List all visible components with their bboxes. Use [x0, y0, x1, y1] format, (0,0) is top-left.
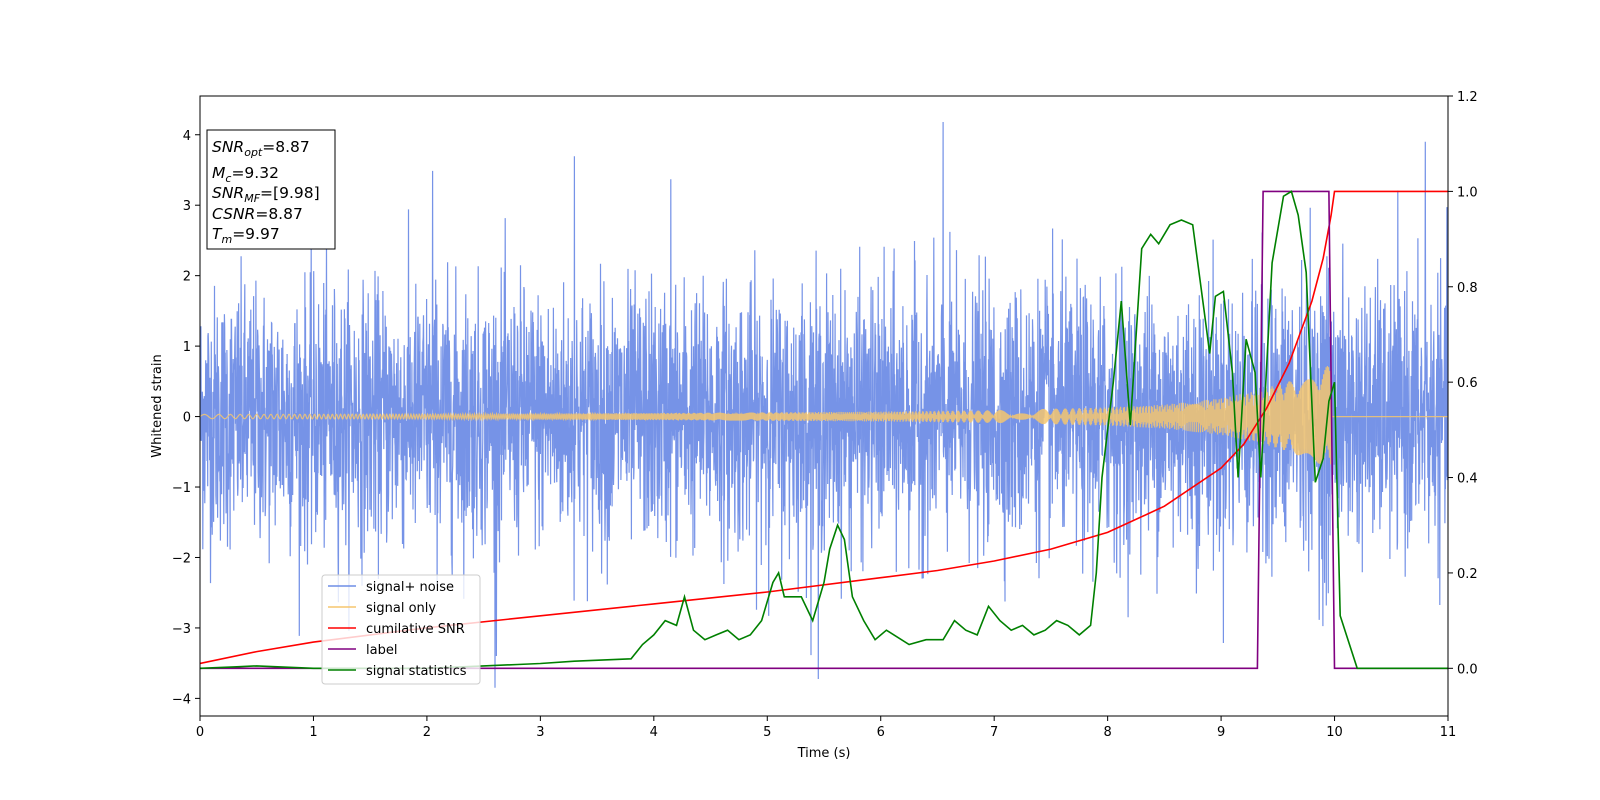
legend-label-cumulative-snr: cumilative SNR	[366, 622, 465, 637]
info-snr-mf: SNRMF=[9.98]	[212, 184, 320, 205]
left-y-tick-label: 2	[183, 270, 191, 285]
x-tick-label: 0	[196, 725, 204, 740]
plot-frame	[199, 95, 1449, 717]
legend-label-signal-statistics: signal statistics	[366, 664, 467, 679]
x-tick-label: 3	[536, 725, 544, 740]
series-signal-statistics	[200, 190, 1448, 670]
y-axis-label-left: Whitened strain	[150, 354, 165, 457]
info-mc: Mc=9.32	[212, 164, 279, 185]
x-tick-label: 6	[877, 725, 885, 740]
series-signal-only	[200, 365, 1448, 465]
right-y-tick-label: 0.0	[1457, 662, 1478, 677]
x-axis-ticks: 0 1 2 3 4 5 6 7 8 9 10 11	[196, 716, 1456, 740]
left-y-tick-label: 4	[183, 129, 191, 144]
legend-frame	[321, 574, 481, 685]
x-tick-label: 2	[423, 725, 431, 740]
label-line	[200, 190, 1448, 670]
info-box-frame	[206, 129, 336, 250]
right-y-axis-ticks: 0.0 0.2 0.4 0.6 0.8 1.0 1.2	[1448, 90, 1478, 677]
right-y-tick-label: 1.2	[1457, 90, 1478, 105]
cumulative-snr-line	[200, 190, 1448, 665]
left-y-tick-label: 0	[183, 411, 191, 426]
x-tick-label: 10	[1326, 725, 1343, 740]
legend-label-signal-only: signal only	[366, 601, 436, 616]
right-y-tick-label: 0.4	[1457, 472, 1478, 487]
right-y-tick-label: 0.6	[1457, 376, 1478, 391]
left-y-tick-label: −2	[172, 551, 191, 566]
info-box: SNRopt=8.87 Mc=9.32 SNRMF=[9.98] CSNR=8.…	[206, 129, 336, 250]
signal-noise-line	[200, 121, 1448, 688]
x-tick-label: 9	[1217, 725, 1225, 740]
series-label	[200, 190, 1448, 670]
right-y-tick-label: 0.8	[1457, 281, 1478, 296]
right-y-tick-label: 1.0	[1457, 185, 1478, 200]
x-tick-label: 8	[1103, 725, 1111, 740]
left-y-tick-label: 3	[183, 199, 191, 214]
legend-label-label: label	[366, 643, 397, 658]
x-tick-label: 4	[650, 725, 658, 740]
signal-only-line	[200, 365, 1448, 465]
x-tick-label: 5	[763, 725, 771, 740]
info-tm: Tm=9.97	[212, 225, 280, 246]
info-snr-opt: SNRopt=8.87	[212, 138, 310, 159]
left-y-tick-label: −1	[172, 481, 191, 496]
x-tick-label: 7	[990, 725, 998, 740]
x-axis-label: Time (s)	[797, 746, 851, 761]
signal-statistics-line	[200, 190, 1448, 670]
legend-label-signal-noise: signal+ noise	[366, 580, 454, 595]
x-tick-label: 1	[309, 725, 317, 740]
legend: signal+ noise signal only cumilative SNR…	[321, 574, 481, 685]
right-y-tick-label: 0.2	[1457, 567, 1478, 582]
series-cumulative-snr	[200, 190, 1448, 665]
series-signal-noise	[200, 121, 1448, 688]
series-layer	[200, 121, 1448, 688]
left-y-tick-label: −4	[172, 692, 191, 707]
left-y-tick-label: 1	[183, 340, 191, 355]
info-csnr: CSNR=8.87	[212, 205, 303, 223]
x-tick-label: 11	[1440, 725, 1457, 740]
left-y-axis-ticks: −4 −3 −2 −1 0 1 2 3 4	[172, 129, 200, 707]
left-y-tick-label: −3	[172, 622, 191, 637]
